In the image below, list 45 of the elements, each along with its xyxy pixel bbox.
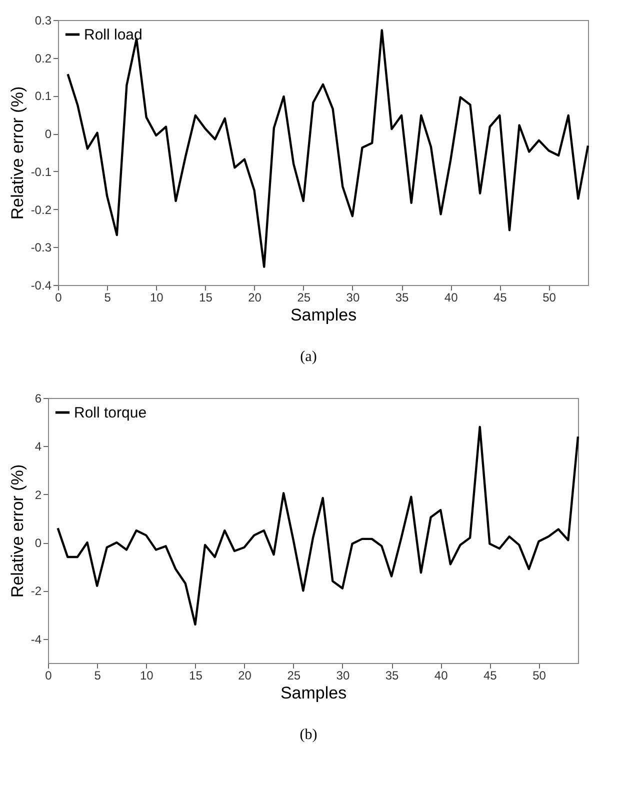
y-tick-label: 0.2 <box>34 51 52 66</box>
x-tick-label: 35 <box>395 290 410 304</box>
text: (a) <box>299 349 318 366</box>
x-tick-label: 50 <box>532 668 546 682</box>
y-tick-label: 0.3 <box>34 14 52 28</box>
line-series <box>56 426 580 626</box>
x-tick-label: 45 <box>493 290 508 304</box>
x-tick-label: 20 <box>248 290 262 304</box>
y-tick-label: -0.2 <box>30 202 52 217</box>
line-series <box>66 29 590 268</box>
x-axis-title: Samples <box>290 306 357 324</box>
y-tick-label: 0 <box>44 127 52 142</box>
x-tick-label: 15 <box>189 668 203 682</box>
y-tick-label: -0.3 <box>30 240 52 255</box>
text: (b) <box>298 727 318 744</box>
x-tick-label: 40 <box>444 290 458 304</box>
x-tick-label: 30 <box>336 668 350 682</box>
y-axis-title: Relative error (%) <box>8 86 27 220</box>
y-tick-label: -2 <box>30 584 42 598</box>
x-tick-label: 15 <box>199 290 213 304</box>
x-tick-label: 45 <box>483 668 498 682</box>
x-tick-label: 0 <box>55 290 62 304</box>
y-tick-label: 4 <box>34 440 42 454</box>
legend-label: Roll torque <box>74 404 147 422</box>
x-tick-label: 50 <box>542 290 556 304</box>
x-tick-label: 20 <box>238 668 252 682</box>
legend-label: Roll load <box>84 26 142 44</box>
x-tick-label: 25 <box>297 290 311 304</box>
x-tick-label: 5 <box>104 290 112 304</box>
x-tick-label: 10 <box>140 668 154 682</box>
x-axis-title: Samples <box>280 684 347 702</box>
x-tick-label: 35 <box>385 668 400 682</box>
y-tick-label: -4 <box>30 632 42 646</box>
y-tick-label: 6 <box>34 392 42 406</box>
y-tick-label: -0.4 <box>30 278 52 292</box>
x-tick-label: 10 <box>150 290 164 304</box>
x-tick-label: 40 <box>434 668 448 682</box>
y-tick-label: 0 <box>34 536 42 550</box>
x-tick-label: 25 <box>287 668 301 682</box>
y-tick-label: 2 <box>34 488 42 502</box>
y-axis-title: Relative error (%) <box>8 464 27 598</box>
y-tick-label: 0.1 <box>34 89 52 104</box>
y-tick-label: -0.1 <box>30 164 52 179</box>
x-tick-label: 30 <box>346 290 360 304</box>
x-tick-label: 5 <box>94 668 102 682</box>
